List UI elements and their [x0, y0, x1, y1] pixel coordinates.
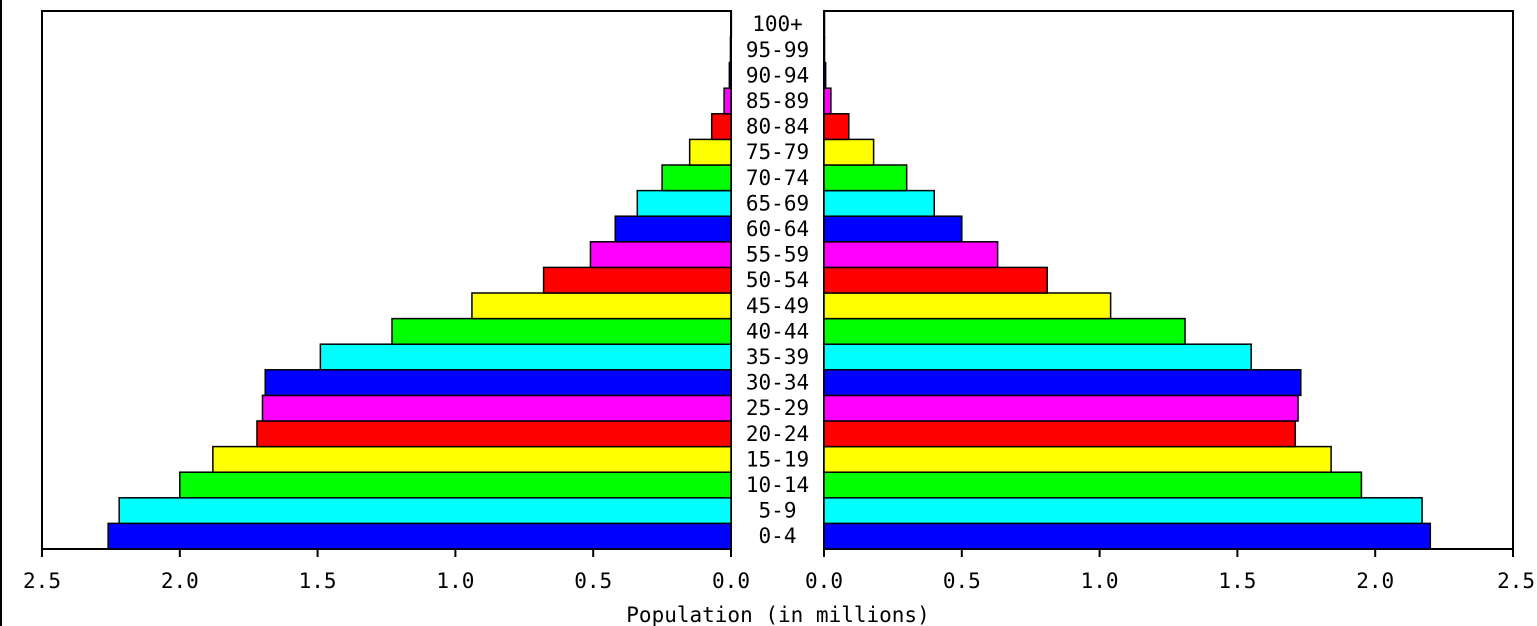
- age-label-5-9: 5-9: [759, 499, 797, 523]
- bar-left-25-29: [261, 394, 732, 422]
- left-tick-label: 1.5: [299, 569, 337, 593]
- bar-right-35-39: [823, 343, 1252, 371]
- age-label-15-19: 15-19: [746, 447, 809, 471]
- bar-left-65-69: [636, 189, 732, 217]
- bar-right-100+: [823, 10, 826, 38]
- right-tick-label: 2.5: [1497, 569, 1535, 593]
- age-label-60-64: 60-64: [746, 217, 809, 241]
- left-tick-label: 2.0: [161, 569, 199, 593]
- x-axis-title: Population (in millions): [626, 603, 929, 626]
- bar-left-90-94: [728, 61, 732, 89]
- age-label-20-24: 20-24: [746, 422, 809, 446]
- left-tick-label: 1.0: [436, 569, 474, 593]
- bar-left-55-59: [589, 241, 732, 269]
- left-tick-label: 0.5: [574, 569, 612, 593]
- bar-right-45-49: [823, 292, 1112, 320]
- bar-left-75-79: [688, 138, 732, 166]
- bar-right-65-69: [823, 189, 935, 217]
- age-label-30-34: 30-34: [746, 371, 809, 395]
- age-label-80-84: 80-84: [746, 115, 809, 139]
- bar-right-10-14: [823, 471, 1363, 499]
- bars-layer: [107, 10, 1432, 550]
- bar-right-55-59: [823, 241, 999, 269]
- right-tick-label: 1.5: [1218, 569, 1256, 593]
- bar-right-70-74: [823, 164, 908, 192]
- bar-left-20-24: [256, 420, 732, 448]
- bar-left-100+: [730, 10, 733, 38]
- bar-left-30-34: [264, 369, 732, 397]
- right-tick-label: 2.0: [1356, 569, 1394, 593]
- right-tick-label: 0.0: [805, 569, 843, 593]
- right-tick-label: 0.5: [943, 569, 981, 593]
- age-labels-layer: 0-45-910-1415-1920-2425-2930-3435-3940-4…: [746, 12, 809, 548]
- left-tick-label: 0.0: [712, 569, 750, 593]
- age-label-10-14: 10-14: [746, 473, 809, 497]
- bar-right-30-34: [823, 369, 1302, 397]
- age-label-50-54: 50-54: [746, 268, 809, 292]
- age-label-55-59: 55-59: [746, 243, 809, 267]
- age-label-85-89: 85-89: [746, 89, 809, 113]
- age-label-70-74: 70-74: [746, 166, 809, 190]
- bar-left-45-49: [471, 292, 732, 320]
- bar-left-50-54: [542, 266, 732, 294]
- age-label-40-44: 40-44: [746, 319, 809, 343]
- bar-left-80-84: [710, 113, 732, 141]
- bar-left-10-14: [179, 471, 732, 499]
- age-label-95-99: 95-99: [746, 38, 809, 62]
- age-label-45-49: 45-49: [746, 294, 809, 318]
- bar-left-35-39: [319, 343, 732, 371]
- age-label-100+: 100+: [752, 12, 803, 36]
- age-label-65-69: 65-69: [746, 191, 809, 215]
- bar-left-40-44: [391, 317, 732, 345]
- bar-right-50-54: [823, 266, 1048, 294]
- age-label-90-94: 90-94: [746, 63, 809, 87]
- bar-right-80-84: [823, 113, 850, 141]
- bar-right-75-79: [823, 138, 875, 166]
- bar-right-5-9: [823, 497, 1423, 525]
- bar-right-0-4: [823, 522, 1432, 550]
- right-tick-label: 1.0: [1081, 569, 1119, 593]
- bar-left-85-89: [723, 87, 732, 115]
- age-label-35-39: 35-39: [746, 345, 809, 369]
- age-label-25-29: 25-29: [746, 396, 809, 420]
- bar-left-95-99: [729, 36, 732, 64]
- bar-right-85-89: [823, 87, 832, 115]
- bar-right-95-99: [823, 36, 826, 64]
- bar-left-60-64: [614, 215, 732, 243]
- x-axis-ticks-layer: 2.5 2.0 1.5 1.0 0.5 0.0 0.0 0.5 1.0 1.5 2.0 2.5: [23, 549, 1535, 593]
- bar-right-60-64: [823, 215, 963, 243]
- left-tick-label: 2.5: [23, 569, 61, 593]
- bar-right-20-24: [823, 420, 1297, 448]
- bar-left-0-4: [107, 522, 732, 550]
- bar-right-90-94: [823, 61, 827, 89]
- bar-left-70-74: [661, 164, 732, 192]
- bar-left-5-9: [118, 497, 732, 525]
- age-label-0-4: 0-4: [759, 524, 797, 548]
- bar-right-25-29: [823, 394, 1299, 422]
- bar-right-40-44: [823, 317, 1186, 345]
- bar-left-15-19: [212, 445, 732, 473]
- age-label-75-79: 75-79: [746, 140, 809, 164]
- bar-right-15-19: [823, 445, 1332, 473]
